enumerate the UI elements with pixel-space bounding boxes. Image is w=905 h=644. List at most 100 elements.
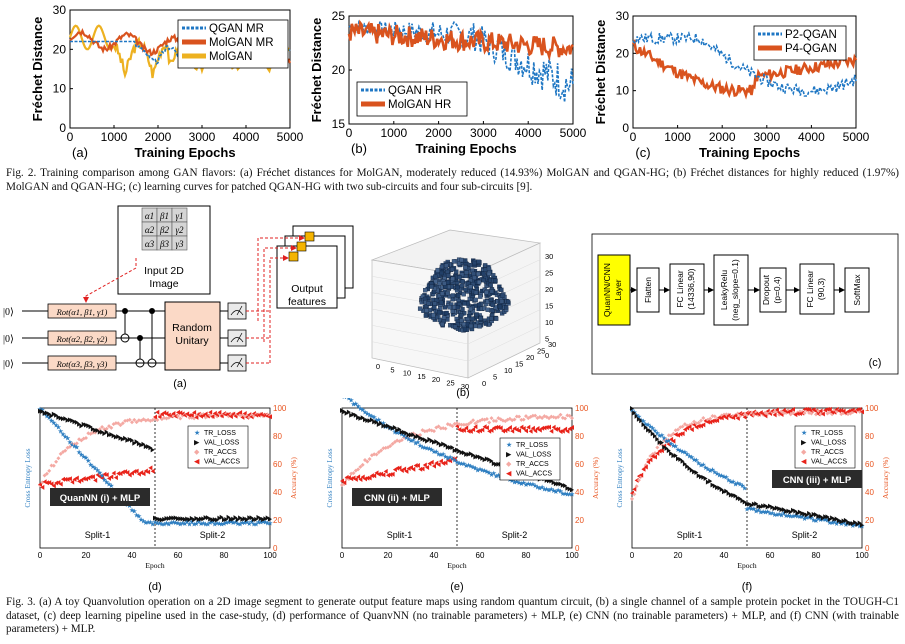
val-acc-point bbox=[457, 427, 462, 433]
val-loss-point bbox=[369, 417, 374, 423]
val-acc-point bbox=[772, 412, 777, 418]
fig3b-label: (b) bbox=[456, 387, 469, 399]
tr-acc-point bbox=[381, 446, 386, 451]
val-loss-point bbox=[100, 429, 105, 435]
legend-marker: ◀ bbox=[194, 459, 200, 466]
tr-loss-point: ★ bbox=[714, 470, 720, 478]
x-tick-label: 30 bbox=[461, 382, 469, 391]
tr-loss-point: ★ bbox=[755, 506, 761, 514]
tr-loss-point: ★ bbox=[53, 422, 59, 430]
tr-loss-point: ★ bbox=[83, 454, 89, 462]
val-acc-point bbox=[93, 477, 98, 483]
tr-loss-point: ★ bbox=[44, 413, 50, 421]
tr-acc-point bbox=[809, 411, 814, 416]
val-acc-point bbox=[415, 463, 420, 469]
tr-loss-point: ★ bbox=[159, 521, 165, 529]
tr-loss-point: ★ bbox=[698, 461, 704, 469]
val-acc-point bbox=[648, 457, 653, 463]
tr-loss-point: ★ bbox=[207, 519, 213, 527]
tr-loss-point: ★ bbox=[629, 406, 635, 414]
val-loss-point bbox=[680, 458, 685, 464]
fig3a-diagram: α1 β1 γ1 α2 β2 γ2 α3 β3 γ3 Input 2D Image |0⟩ Rot… bbox=[3, 205, 354, 390]
val-loss-point bbox=[81, 421, 86, 427]
val-acc-point bbox=[860, 409, 864, 415]
legend-entry: VAL_ACCS bbox=[204, 459, 240, 466]
tr-loss-point: ★ bbox=[445, 454, 451, 462]
tr-acc-point bbox=[480, 417, 485, 422]
val-acc-point bbox=[367, 475, 372, 481]
val-acc-point bbox=[67, 476, 72, 482]
y-tick-label: 15 bbox=[332, 117, 346, 131]
y-tick-label: 20 bbox=[526, 353, 534, 362]
tr-loss-point: ★ bbox=[682, 448, 688, 456]
val-acc-point bbox=[148, 465, 153, 471]
tr-loss-point: ★ bbox=[85, 457, 91, 465]
pipeline-block bbox=[799, 263, 835, 315]
val-acc-point bbox=[358, 477, 363, 483]
val-acc-point bbox=[820, 411, 825, 417]
ket-label: |0⟩ bbox=[3, 307, 14, 318]
val-acc-point bbox=[395, 465, 400, 471]
panel-label: (a) bbox=[72, 145, 88, 160]
tr-loss-point: ★ bbox=[712, 469, 718, 477]
matrix-cell: α2 bbox=[145, 225, 155, 235]
val-loss-point bbox=[738, 496, 743, 502]
tr-loss-point: ★ bbox=[739, 482, 745, 490]
tr-acc-point bbox=[422, 429, 427, 434]
val-loss-point bbox=[127, 436, 132, 442]
right-tick-label: 80 bbox=[575, 432, 584, 441]
val-acc-point bbox=[381, 472, 386, 478]
tr-loss-point: ★ bbox=[790, 513, 796, 521]
tr-loss-point: ★ bbox=[76, 449, 82, 457]
val-acc-point bbox=[475, 428, 480, 434]
val-loss-point bbox=[249, 515, 254, 521]
tr-loss-point: ★ bbox=[225, 518, 231, 526]
val-loss-point bbox=[701, 474, 706, 480]
val-loss-point bbox=[795, 510, 800, 516]
tr-acc-point bbox=[646, 457, 651, 462]
tr-loss-point: ★ bbox=[408, 437, 414, 445]
val-loss-point bbox=[445, 444, 450, 450]
tr-loss-point: ★ bbox=[152, 518, 158, 526]
val-loss-point bbox=[434, 439, 439, 445]
val-loss-point bbox=[235, 517, 240, 523]
val-acc-point bbox=[127, 472, 132, 478]
tr-loss-point: ★ bbox=[429, 446, 435, 454]
val-acc-point bbox=[809, 407, 814, 413]
tr-loss-point: ★ bbox=[371, 414, 377, 422]
val-acc-point bbox=[653, 454, 657, 460]
legend-entry: VAL_LOSS bbox=[811, 440, 847, 447]
val-loss-point bbox=[772, 506, 777, 512]
tr-loss-point: ★ bbox=[636, 413, 642, 421]
val-acc-point bbox=[461, 427, 466, 433]
matrix-cell: α3 bbox=[145, 239, 155, 249]
val-loss-point bbox=[653, 433, 657, 439]
val-loss-point bbox=[634, 413, 639, 419]
tr-loss-point: ★ bbox=[161, 520, 167, 528]
val-loss-point bbox=[827, 516, 832, 522]
val-loss-point bbox=[166, 515, 171, 521]
val-acc-point bbox=[208, 409, 213, 415]
tr-loss-point: ★ bbox=[230, 519, 236, 527]
tr-acc-point bbox=[551, 415, 556, 420]
val-loss-point bbox=[491, 461, 496, 467]
val-loss-point bbox=[56, 414, 61, 420]
right-axis-label: Accuracy (%) bbox=[881, 457, 890, 499]
val-loss-point bbox=[360, 415, 365, 421]
fig2-panel-b: 15 20 25 0 1000 2000 3000 4000 5000 Training Epoc… bbox=[309, 9, 587, 156]
val-loss-point bbox=[797, 509, 802, 515]
tr-acc-point bbox=[84, 435, 88, 440]
val-loss-point bbox=[657, 439, 662, 445]
x-tick-label: 60 bbox=[766, 551, 775, 560]
val-acc-point bbox=[379, 471, 384, 477]
tr-loss-point: ★ bbox=[265, 519, 271, 527]
tr-loss-point: ★ bbox=[702, 464, 708, 472]
val-acc-point bbox=[795, 411, 800, 417]
val-loss-point bbox=[689, 467, 694, 473]
val-loss-point bbox=[251, 517, 256, 523]
tr-loss-point: ★ bbox=[534, 483, 540, 491]
tr-acc-point bbox=[399, 438, 404, 443]
matrix-cell: β2 bbox=[159, 225, 169, 235]
tr-loss-point: ★ bbox=[154, 520, 160, 528]
val-loss-point bbox=[263, 516, 268, 522]
